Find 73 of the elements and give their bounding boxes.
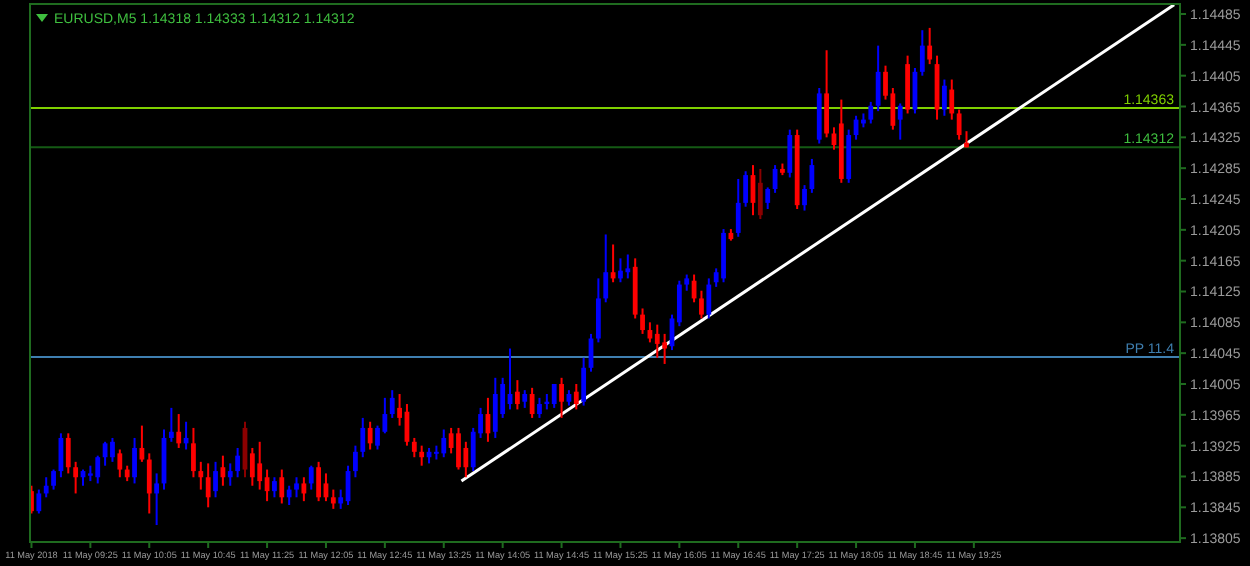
candlestick [110, 436, 115, 463]
candlestick [249, 446, 255, 487]
candlestick [360, 416, 366, 459]
candlestick [132, 436, 137, 485]
candlestick [227, 462, 233, 487]
candlestick [846, 128, 852, 184]
candlestick [897, 102, 903, 141]
candlestick [662, 332, 668, 365]
candlestick [191, 426, 196, 479]
candlestick [441, 428, 447, 459]
candlestick [205, 462, 211, 509]
candlestick [824, 49, 829, 139]
candlestick [456, 426, 461, 471]
candlestick [816, 87, 822, 145]
candlestick [43, 476, 49, 499]
candlestick [301, 476, 307, 503]
candlestick [632, 257, 638, 320]
candlestick [787, 128, 793, 179]
candlestick [942, 78, 947, 117]
candlestick [294, 476, 299, 499]
candlestick [235, 446, 241, 479]
candlestick [868, 100, 874, 125]
candlestick [735, 177, 741, 238]
candlestick [168, 406, 174, 443]
candlestick [146, 452, 152, 515]
candlestick [419, 444, 425, 467]
candlestick [492, 376, 498, 439]
candlestick [654, 323, 660, 359]
candlestick [367, 420, 373, 451]
candlestick [73, 460, 79, 495]
candlestick [559, 376, 564, 419]
candlestick [272, 476, 277, 499]
candlestick [389, 389, 395, 419]
candlestick [618, 257, 623, 284]
candlestick [956, 108, 962, 141]
candlestick [699, 289, 704, 320]
candlestick [257, 440, 263, 491]
candlestick [625, 253, 631, 280]
candlestick [95, 454, 101, 485]
candlestick [721, 228, 726, 284]
candlestick [176, 413, 182, 449]
candlestick [875, 44, 881, 113]
candlestick [765, 186, 771, 211]
candlestick [65, 432, 71, 475]
candlestick [308, 464, 314, 491]
candlestick [353, 444, 358, 479]
candlestick [537, 396, 542, 419]
candlestick [919, 29, 925, 77]
candlestick [515, 379, 520, 411]
candlestick [603, 233, 609, 304]
candlestick [743, 170, 749, 208]
candlestick [706, 277, 712, 320]
candlestick [949, 78, 955, 121]
candlestick [36, 488, 42, 515]
candlestick [529, 386, 535, 419]
candlestick [279, 468, 285, 505]
candlestick [286, 484, 292, 506]
candlestick [213, 460, 218, 499]
candlestick [463, 440, 469, 479]
candlestick [905, 54, 910, 115]
candlestick [316, 460, 321, 503]
candlestick [573, 382, 579, 411]
candlestick [330, 488, 336, 510]
candlestick [117, 448, 123, 479]
candlestick [595, 277, 601, 344]
candlestick [198, 460, 204, 491]
candlestick [51, 468, 56, 491]
candlestick [757, 167, 763, 221]
candlestick [927, 26, 933, 66]
candlestick [411, 436, 417, 459]
candlestick [581, 356, 587, 407]
candlestick [640, 307, 645, 335]
candlestick [154, 472, 160, 527]
